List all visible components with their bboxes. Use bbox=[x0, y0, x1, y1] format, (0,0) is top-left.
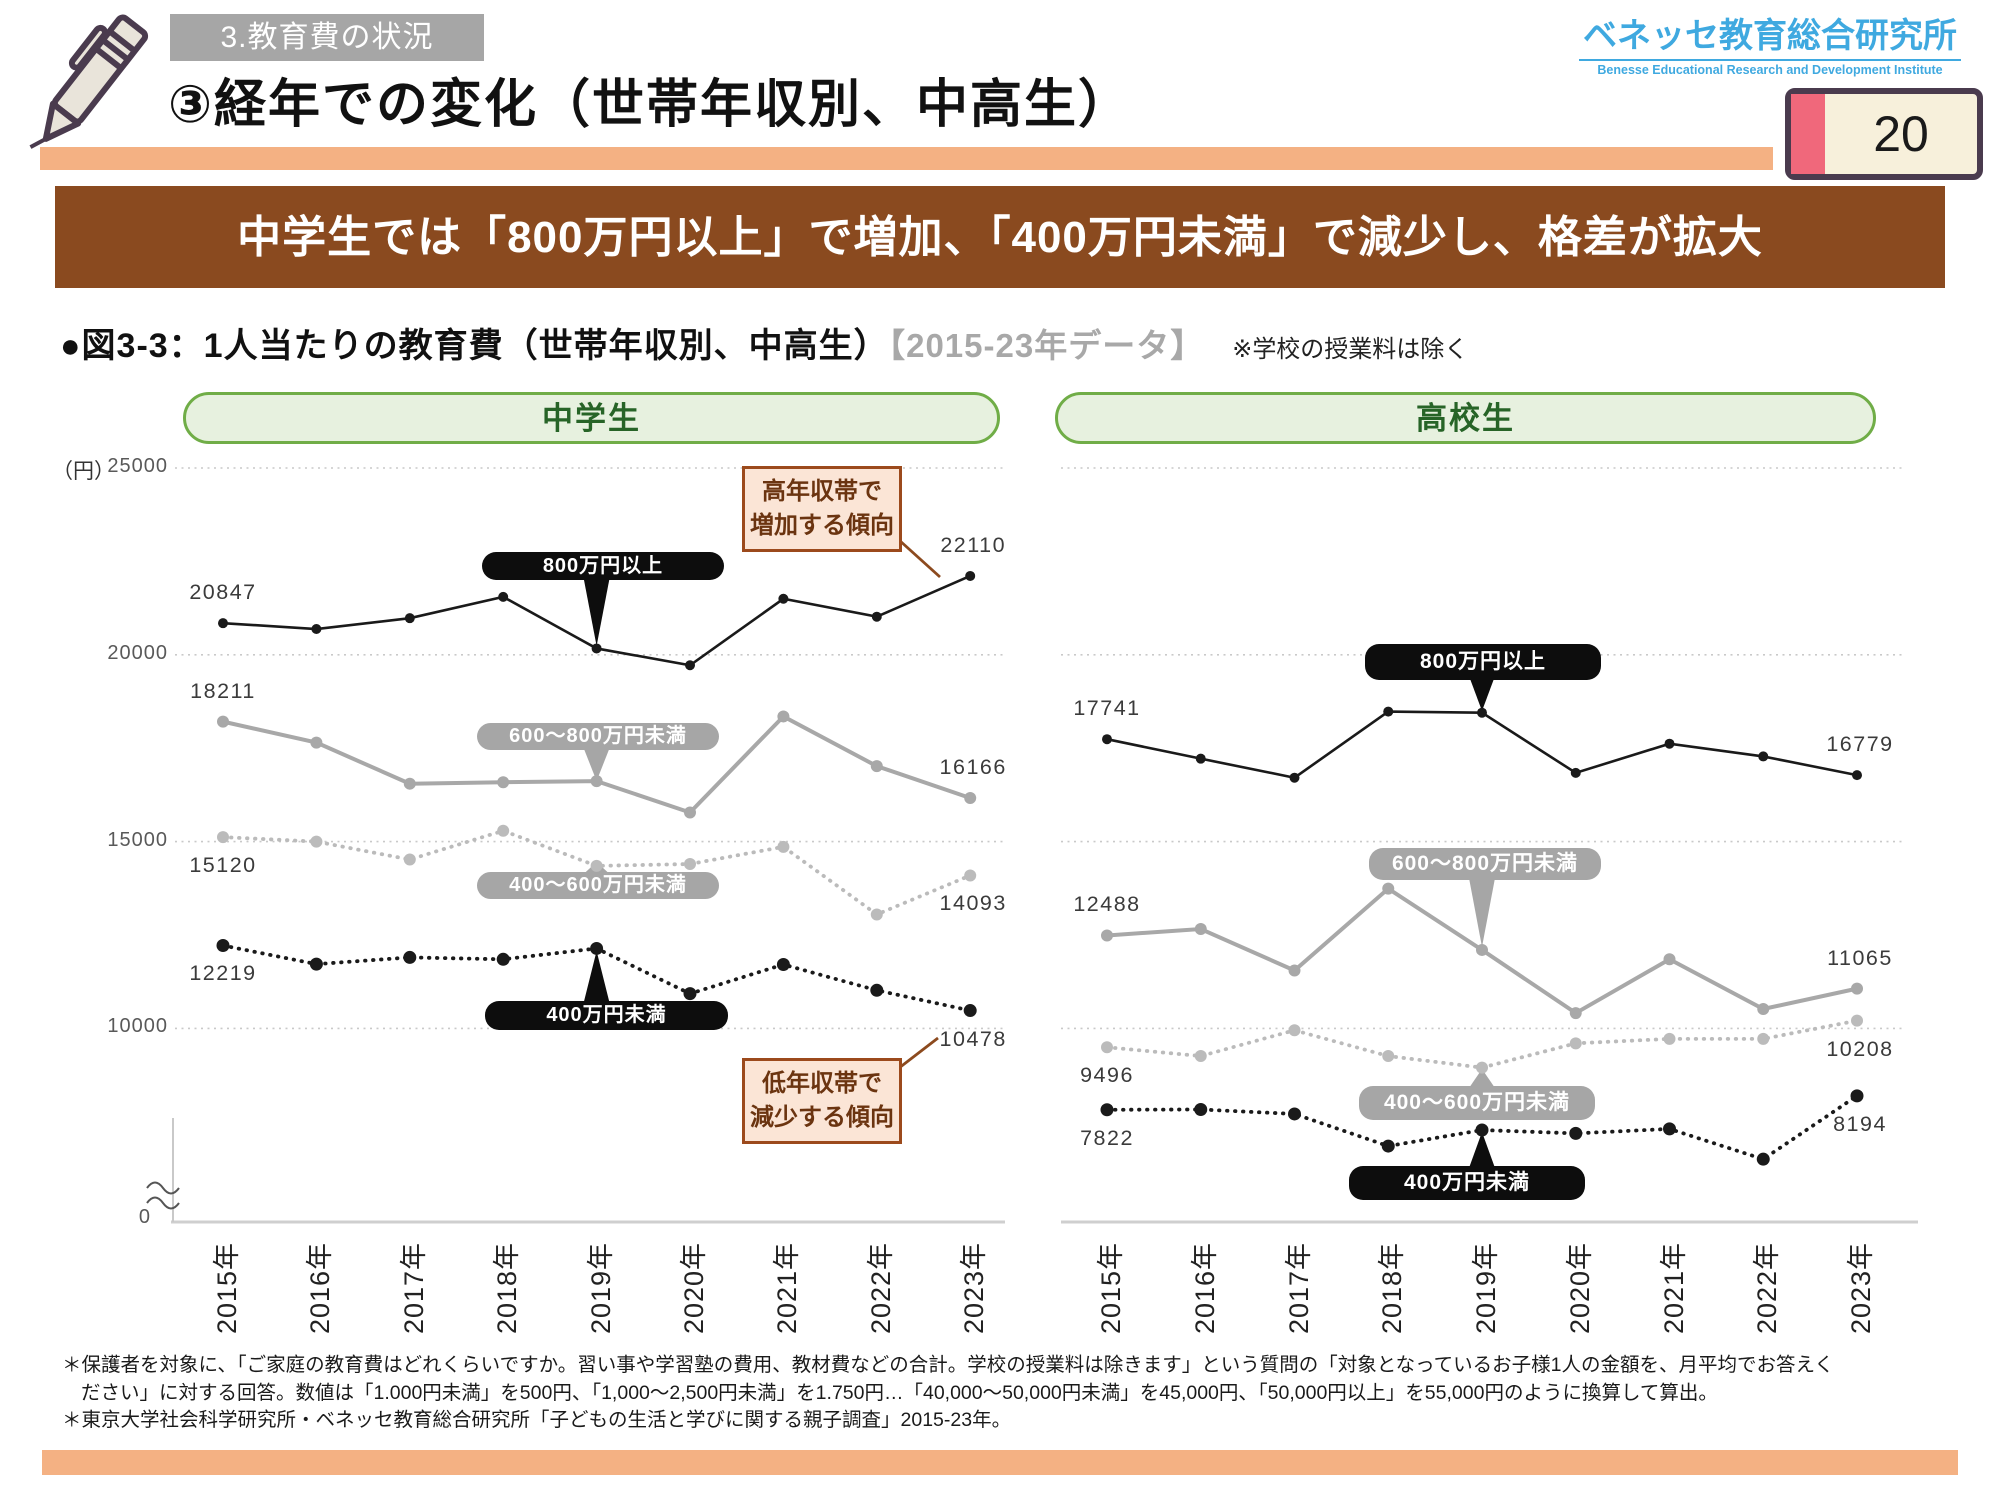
x-axis-year-label: 2017年 bbox=[398, 1241, 429, 1335]
annotation-decrease-line2: 減少する傾向 bbox=[750, 1104, 894, 1131]
x-axis-year-label: 2015年 bbox=[1096, 1241, 1126, 1335]
x-axis-year-label: 2019年 bbox=[585, 1241, 616, 1335]
data-label: 9496 bbox=[1080, 1063, 1134, 1088]
data-label: 10208 bbox=[1826, 1036, 1894, 1061]
x-axis-year-label: 2020年 bbox=[1564, 1241, 1595, 1335]
page-number: 20 bbox=[1873, 106, 1929, 162]
key-message-banner: 中学生では「800万円以上」で増加、「400万円未満」で減少し、格差が拡大 bbox=[55, 186, 1945, 288]
footnotes: ＊保護者を対象に、「ご家庭の教育費はどれくらいですか。習い事や学習塾の費用、教材… bbox=[62, 1352, 1957, 1435]
series-pill-ms-under400: 400万円未満 bbox=[485, 1001, 728, 1030]
series-pill-ms-400-600: 400〜600万円未満 bbox=[477, 872, 719, 899]
series-pill-hs-under400: 400万円未満 bbox=[1349, 1166, 1585, 1200]
axis-break-icon bbox=[146, 1181, 180, 1195]
y-axis-tick-label: 20000 bbox=[107, 641, 168, 664]
logo-text-en: Benesse Educational Research and Develop… bbox=[1597, 63, 1943, 77]
section-tag: 3.教育費の状況 bbox=[170, 14, 484, 61]
footnote-line-3: ＊東京大学社会科学研究所・ベネッセ教育総合研究所「子どもの生活と学びに関する親子… bbox=[62, 1409, 1012, 1431]
y-axis-tick-label: 25000 bbox=[107, 455, 168, 477]
y-axis-tick-label: 10000 bbox=[107, 1015, 168, 1038]
x-axis-year-label: 2020年 bbox=[679, 1241, 709, 1335]
x-axis-year-label: 2022年 bbox=[1752, 1241, 1783, 1335]
series-pill-hs-600-800: 600〜800万円未満 bbox=[1369, 848, 1601, 880]
benesse-logo: ベネッセ教育総合研究所 Benesse Educational Research… bbox=[1560, 8, 1980, 77]
page-number-badge: 20 bbox=[1785, 88, 1983, 180]
footnote-line-1: ＊保護者を対象に、「ご家庭の教育費はどれくらいですか。習い事や学習塾の費用、教材… bbox=[62, 1354, 1834, 1376]
data-label: 17741 bbox=[1073, 696, 1141, 721]
figure-header: ●図3-3：1人当たりの教育費（世帯年収別、中高生）【2015-23年データ】 ※… bbox=[60, 318, 1468, 367]
panel-title-high-school: 高校生 bbox=[1055, 392, 1876, 444]
x-axis-year-label: 2021年 bbox=[772, 1241, 803, 1335]
page-title: ③経年での変化（世帯年収別、中高生） bbox=[168, 76, 1133, 134]
x-axis-year-label: 2016年 bbox=[305, 1241, 336, 1335]
data-label: 16779 bbox=[1826, 732, 1894, 757]
x-axis-year-label: 2022年 bbox=[865, 1241, 896, 1335]
x-axis-year-label: 2017年 bbox=[1283, 1241, 1314, 1335]
figure-period: 【2015-23年データ】 bbox=[888, 327, 1205, 364]
data-label: 11065 bbox=[1827, 945, 1893, 970]
data-label: 14093 bbox=[939, 891, 1007, 916]
annotation-increase: 高年収帯で 増加する傾向 bbox=[742, 466, 902, 552]
x-axis-year-label: 2019年 bbox=[1471, 1241, 1501, 1335]
data-label: 15120 bbox=[189, 853, 257, 878]
series-pill-ms-600-800: 600〜800万円未満 bbox=[477, 723, 719, 750]
y-axis-unit-label: （円） bbox=[52, 460, 115, 483]
series-pill-hs-400-600: 400〜600万円未満 bbox=[1359, 1086, 1595, 1120]
annotation-decrease: 低年収帯で 減少する傾向 bbox=[742, 1058, 902, 1144]
y-axis-zero-label: 0 bbox=[138, 1206, 150, 1228]
x-axis-year-label: 2016年 bbox=[1189, 1241, 1220, 1335]
data-label: 22110 bbox=[940, 532, 1007, 557]
x-axis-year-label: 2023年 bbox=[1846, 1241, 1876, 1335]
x-axis-year-label: 2018年 bbox=[492, 1241, 523, 1335]
data-label: 10478 bbox=[939, 1026, 1007, 1051]
axis-break-icon bbox=[146, 1196, 180, 1210]
figure-note: ※学校の授業料は除く bbox=[1232, 336, 1469, 363]
series-pill-hs-over800: 800万円以上 bbox=[1365, 644, 1601, 680]
y-axis-tick-label: 15000 bbox=[107, 828, 168, 851]
data-label: 12488 bbox=[1073, 892, 1141, 917]
data-label: 20847 bbox=[189, 580, 257, 605]
badge-stripe bbox=[1791, 94, 1825, 174]
x-axis-year-label: 2021年 bbox=[1658, 1241, 1689, 1335]
pencil-icon bbox=[29, 14, 149, 149]
header-accent-bar bbox=[40, 147, 1773, 170]
x-axis-year-label: 2018年 bbox=[1377, 1241, 1408, 1335]
annotation-decrease-line1: 低年収帯で bbox=[762, 1070, 882, 1097]
bottom-accent-bar bbox=[42, 1450, 1958, 1475]
data-label: 7822 bbox=[1080, 1125, 1134, 1150]
logo-text-jp: ベネッセ教育総合研究所 bbox=[1579, 8, 1961, 61]
annotation-increase-line1: 高年収帯で bbox=[762, 478, 882, 505]
data-label: 8194 bbox=[1833, 1111, 1887, 1136]
panel-title-middle-school: 中学生 bbox=[183, 392, 1000, 444]
x-axis-year-label: 2023年 bbox=[959, 1241, 990, 1335]
data-label: 12219 bbox=[189, 961, 257, 986]
data-label: 18211 bbox=[190, 678, 256, 703]
series-pill-ms-over800: 800万円以上 bbox=[482, 552, 724, 580]
x-axis-year-label: 2015年 bbox=[212, 1241, 242, 1335]
footnote-line-2: ださい」に対する回答。数値は「1.000円未満」を500円、「1,000〜2,5… bbox=[81, 1381, 1718, 1404]
data-label: 16166 bbox=[939, 755, 1007, 780]
annotation-increase-line2: 増加する傾向 bbox=[750, 512, 894, 539]
figure-label: ●図3-3：1人当たりの教育費（世帯年収別、中高生） bbox=[60, 327, 889, 365]
